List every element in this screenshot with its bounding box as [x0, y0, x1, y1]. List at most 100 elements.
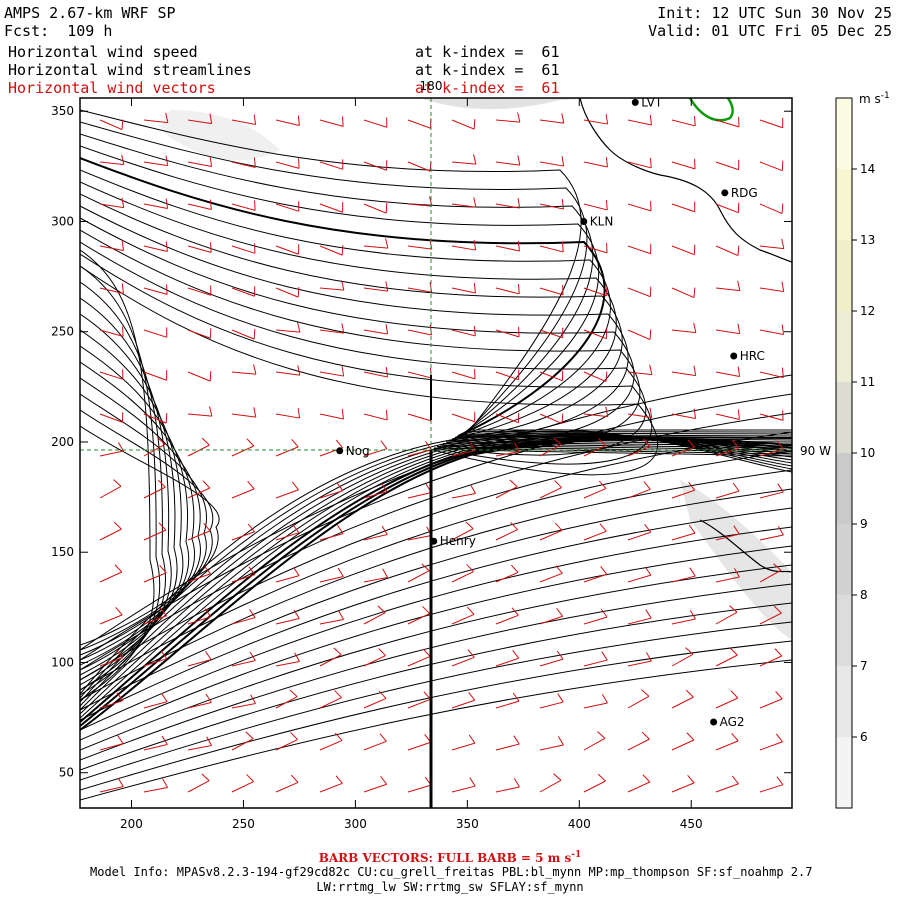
wind-barb [407, 287, 432, 293]
wind-barb-feather [333, 647, 342, 656]
colorbar: 6 7 8 9 10 11 12 13 14 [835, 97, 875, 809]
wind-barb [275, 489, 299, 499]
wind-barb [759, 741, 783, 751]
wind-barb [275, 203, 300, 212]
wind-barb-feather [685, 689, 694, 698]
station-marker [580, 217, 588, 225]
wind-barb-feather [605, 406, 609, 417]
wind-barb [715, 119, 740, 128]
colorbar-units: m s-1 [859, 91, 890, 106]
wind-barb-feather [737, 409, 740, 420]
wind-barb [231, 329, 255, 340]
wind-barb [319, 161, 344, 170]
wind-barb-feather [737, 280, 741, 291]
green-contour [688, 98, 734, 122]
wind-barb [583, 737, 606, 751]
wind-barb [715, 413, 740, 420]
wind-barb-feather [338, 610, 345, 620]
wind-barb [363, 534, 388, 541]
model-info: Model Info: MPASv8.2.3-194-gf29cd82c CU:… [90, 865, 813, 879]
wind-barb-feather [205, 651, 212, 660]
wind-barb-feather [253, 407, 257, 418]
coastline-north [579, 98, 792, 263]
y-tick-label: 200 [51, 435, 74, 449]
y-tick-label: 300 [51, 214, 74, 228]
wind-barb [363, 491, 388, 499]
wind-barb [187, 702, 212, 709]
wind-barb-feather [165, 241, 168, 252]
wind-barb-feather [121, 240, 125, 251]
wind-barb-feather [247, 481, 255, 490]
wind-barb [715, 245, 739, 257]
wind-barb-feather [517, 198, 521, 209]
valid-time: Valid: 01 UTC Fri 05 Dec 25 [648, 22, 892, 40]
streamline [80, 329, 184, 676]
init-time: Init: 12 UTC Sun 30 Nov 25 [657, 4, 892, 22]
wind-barb-feather [290, 732, 298, 740]
wind-barb-feather [423, 691, 431, 700]
wind-barb-feather [641, 731, 650, 740]
wind-barb-feather [161, 735, 168, 745]
wind-barb [583, 780, 606, 793]
wind-barb-feather [605, 114, 609, 125]
colorbar-label: 9 [860, 517, 868, 531]
station-marker [430, 537, 438, 545]
wind-barb-feather [510, 564, 519, 573]
wind-barb-feather [298, 158, 300, 169]
streamline [80, 121, 792, 433]
wind-barb [539, 572, 563, 583]
wind-barb [451, 742, 476, 751]
wind-barb-feather [253, 329, 256, 340]
wind-barb [99, 485, 122, 499]
wind-barb [231, 413, 256, 418]
wind-barb [539, 287, 564, 296]
wind-barb [627, 617, 652, 625]
wind-barb [187, 287, 212, 296]
wind-barb-feather [645, 609, 652, 619]
wind-barb-feather [293, 567, 300, 576]
wind-barb-feather [685, 647, 694, 655]
wind-barb [275, 287, 299, 298]
wind-barb [539, 203, 564, 210]
wind-barb-feather [121, 154, 125, 165]
wind-barb [583, 119, 608, 125]
model-title: AMPS 2.67-km WRF SP [4, 4, 176, 22]
wind-barb-feather [291, 439, 299, 448]
x-tick-label: 250 [232, 817, 255, 831]
wind-barb-feather [517, 241, 520, 252]
wind-barb [319, 618, 344, 625]
wind-barb [363, 371, 388, 378]
x-tick-label: 200 [120, 817, 143, 831]
wind-barb-feather [380, 440, 388, 449]
wind-barb-feather [381, 483, 388, 492]
wind-barb [187, 487, 211, 499]
wind-barb [671, 245, 695, 256]
wind-barb [231, 738, 254, 751]
colorbar-label: 8 [860, 588, 868, 602]
wind-barb [99, 161, 124, 166]
wind-barb [319, 329, 344, 334]
streamline [80, 181, 792, 443]
wind-barb [759, 491, 784, 499]
wind-barb [275, 532, 300, 541]
colorbar-label: 6 [860, 730, 868, 744]
wind-barb [275, 329, 300, 333]
streamline [80, 432, 792, 703]
wind-barb [627, 488, 651, 499]
wind-barb [671, 739, 695, 751]
streamline [80, 229, 792, 451]
wind-barb-feather [473, 154, 477, 165]
y-tick-label: 50 [59, 766, 74, 780]
meridian-label: 180 [420, 79, 443, 93]
wind-barb-feather [642, 438, 651, 447]
wind-barb [231, 161, 256, 168]
wind-barb-feather [729, 605, 738, 613]
colorbar-segment [836, 453, 852, 524]
wind-barb [187, 161, 212, 168]
wind-barb-feather [465, 521, 474, 530]
wind-barb [583, 616, 608, 625]
wind-barb-feather [554, 522, 563, 531]
wind-barb [363, 655, 386, 667]
wind-barb-feather [297, 408, 301, 419]
wind-barb [363, 740, 387, 751]
